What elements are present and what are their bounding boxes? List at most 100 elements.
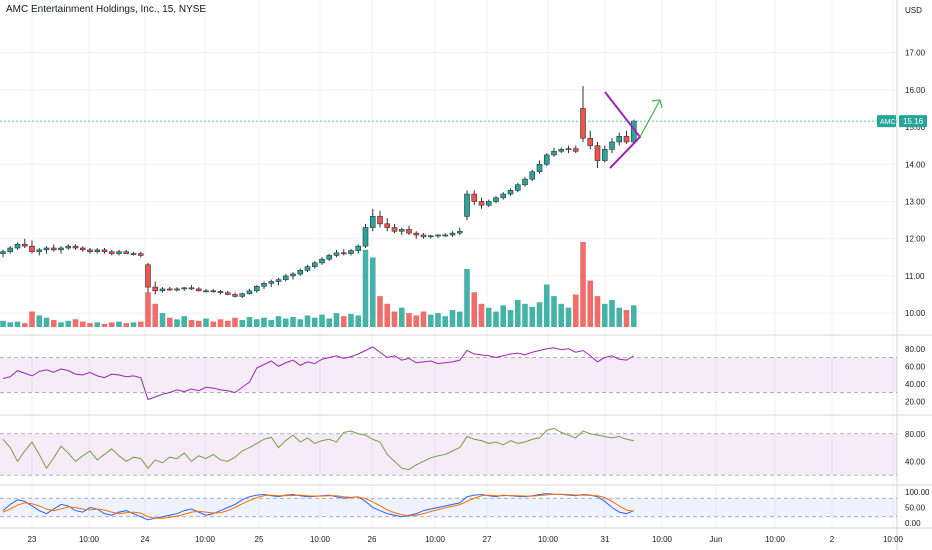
volume-bar <box>137 321 144 327</box>
x-tick-label: 10:00 <box>538 535 559 544</box>
volume-bar <box>261 317 267 327</box>
candle-body <box>36 249 43 253</box>
x-tick-label: 10:00 <box>883 535 904 544</box>
candle-body <box>449 232 456 236</box>
volume-bar <box>616 307 623 327</box>
last-price-badge <box>899 115 927 128</box>
volume-bar <box>101 323 108 327</box>
candle-body <box>369 216 376 228</box>
rsi-tick-label: 60.00 <box>905 362 926 371</box>
candle-body <box>587 137 594 146</box>
candle-body <box>152 286 159 292</box>
candle-body <box>14 243 21 249</box>
stoch-tick-label: 0.00 <box>905 519 921 528</box>
volume-bar <box>79 321 86 327</box>
volume-bar <box>217 319 224 327</box>
osc2-line <box>2 427 634 471</box>
x-tick-label: 23 <box>28 535 37 544</box>
candle-body <box>297 270 304 275</box>
last-price-label: 15.16 <box>903 117 924 126</box>
price-tick-label: 12.00 <box>905 235 926 244</box>
volume-bar <box>355 315 362 327</box>
candle-body <box>558 149 565 152</box>
candle-body <box>108 251 115 254</box>
candle-body <box>304 266 311 271</box>
x-tick-label: 10:00 <box>425 535 446 544</box>
x-tick-label: 10:00 <box>652 535 673 544</box>
volume-bar <box>326 318 333 327</box>
volume-bar <box>522 303 528 327</box>
ticker-label: AMC <box>880 119 896 126</box>
volume-bar <box>116 321 122 327</box>
volume-bar <box>174 319 180 327</box>
candle-body <box>362 227 369 247</box>
candle-body <box>65 245 72 249</box>
volume-bar <box>239 320 246 327</box>
volume-bar <box>94 322 101 327</box>
candle-body <box>427 235 434 238</box>
volume-bar <box>507 310 514 327</box>
volume-bar <box>514 299 521 327</box>
price-tick-label: 10.00 <box>905 309 926 318</box>
candle-body <box>79 247 86 251</box>
candle-body <box>464 193 470 217</box>
volume-bar <box>188 320 195 327</box>
candle-body <box>507 190 514 195</box>
candle-body <box>326 255 333 260</box>
volume-bar <box>406 313 412 327</box>
volume-bar <box>362 249 369 327</box>
volume-bar <box>29 311 35 327</box>
price-tick-label: 13.00 <box>905 197 926 206</box>
volume-bar <box>420 311 427 327</box>
volume-bar <box>36 315 43 327</box>
volume-bar <box>435 313 441 327</box>
candle-body <box>319 258 325 264</box>
rsi-tick-label: 80.00 <box>905 345 926 354</box>
rsi-band <box>0 357 897 393</box>
volume-bar <box>449 310 456 327</box>
candle-body <box>333 252 340 256</box>
volume-bar <box>21 323 28 327</box>
candle-body <box>166 288 173 291</box>
price-tick-label: 15.00 <box>905 123 926 132</box>
x-tick-label: 10:00 <box>310 535 331 544</box>
candle-body <box>195 288 202 292</box>
volume-bar <box>485 307 492 327</box>
indicator-panels <box>0 357 897 518</box>
candle-body <box>601 149 608 161</box>
candle-body <box>210 290 217 293</box>
volume-bar <box>210 321 217 327</box>
volume-bar <box>572 294 579 327</box>
x-tick-label: 24 <box>141 535 150 544</box>
volume-bar <box>543 284 550 327</box>
candlesticks <box>0 86 637 299</box>
volume-bar <box>471 292 478 327</box>
candle-body <box>72 245 79 249</box>
candle-body <box>435 234 441 237</box>
candle-body <box>253 286 260 292</box>
candle-body <box>246 290 253 295</box>
triangle-pattern <box>604 91 663 169</box>
volume-bar <box>0 320 6 327</box>
candle-body <box>290 273 296 277</box>
candle-body <box>580 108 586 139</box>
candle-body <box>420 234 427 238</box>
x-tick-label: 25 <box>255 535 264 544</box>
volume-bar <box>43 317 50 327</box>
candle-body <box>101 249 108 253</box>
currency-label: USD <box>905 6 922 15</box>
indicator-lines <box>0 120 897 521</box>
candle-body <box>116 251 122 254</box>
candle-body <box>442 234 449 237</box>
volume-bar <box>580 242 586 327</box>
candle-body <box>268 281 275 284</box>
x-tick-label: 10:00 <box>765 535 786 544</box>
candle-body <box>500 193 507 199</box>
volume-bar <box>268 320 275 327</box>
candle-body <box>355 245 362 251</box>
stoch-tick-label: 100.00 <box>905 488 930 497</box>
candle-body <box>87 249 93 253</box>
candle-body <box>224 292 231 295</box>
volume-bar <box>384 303 391 327</box>
